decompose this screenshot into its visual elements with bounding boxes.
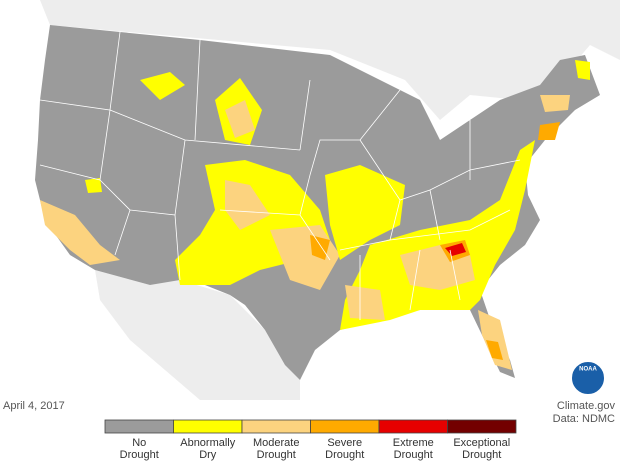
date: April 4, 2017: [3, 400, 65, 412]
legend-label: Moderate: [253, 437, 299, 449]
noaa-logo: [570, 360, 606, 396]
credit-data: Data: NDMC: [553, 413, 615, 425]
legend-label: Drought: [120, 449, 159, 461]
legend-swatch: [173, 419, 243, 434]
drought-area: [538, 122, 560, 140]
canada: [0, 0, 620, 120]
state-borders: [39, 31, 521, 320]
legend-swatch: [378, 419, 448, 434]
legend-swatch: [447, 419, 517, 434]
drought-area: [225, 100, 255, 138]
drought-area: [40, 200, 120, 265]
drought-area: [325, 165, 405, 260]
legend-label: Dry: [199, 449, 217, 461]
legend-swatch: [241, 419, 311, 434]
mexico: [95, 270, 300, 400]
drought-areas: [40, 60, 590, 370]
drought-area: [540, 95, 570, 112]
drought-area: [340, 140, 535, 330]
drought-area: [85, 178, 102, 193]
legend-label: Drought: [257, 449, 296, 461]
drought-area: [575, 60, 590, 80]
drought-area: [486, 340, 503, 360]
legend-swatch: [104, 419, 174, 434]
legend-label: Drought: [394, 449, 433, 461]
legend-label: Drought: [462, 449, 501, 461]
drought-area: [345, 285, 385, 320]
drought-area: [310, 235, 330, 260]
credit-source: Climate.gov: [557, 400, 616, 412]
legend: NoDroughtAbnormallyDryModerateDroughtSev…: [104, 419, 517, 461]
drought-area: [225, 180, 270, 230]
drought-area: [478, 310, 512, 370]
logo-text: NOAA: [579, 367, 597, 373]
legend-label: No: [132, 437, 146, 449]
legend-label: Abnormally: [180, 437, 236, 449]
legend-label: Severe: [327, 437, 362, 449]
drought-area: [140, 72, 185, 100]
legend-label: Drought: [325, 449, 364, 461]
legend-label: Extreme: [393, 437, 434, 449]
legend-label: Exceptional: [453, 437, 510, 449]
legend-swatch: [310, 419, 380, 434]
